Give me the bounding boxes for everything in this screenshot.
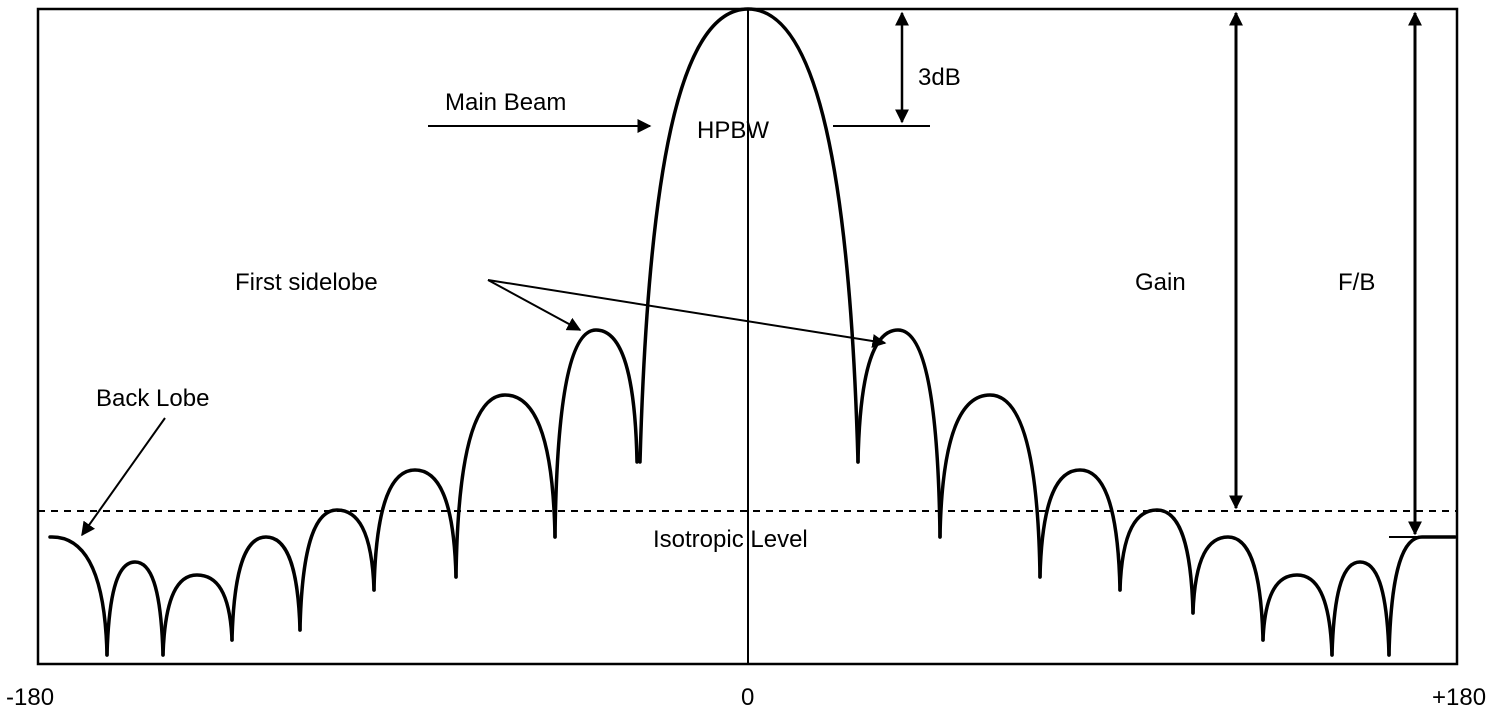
- gain-label: Gain: [1135, 269, 1186, 296]
- lobe-left-6: [298, 508, 376, 632]
- back-lobe-arrow: [81, 417, 166, 537]
- back-lobe-right-partial: [1387, 535, 1457, 657]
- lobe-right-9: [1330, 560, 1391, 657]
- lobe-left-5: [372, 468, 458, 592]
- lobe-right-6: [1118, 508, 1195, 615]
- main-beam-label: Main Beam: [445, 89, 566, 116]
- first-sidelobe-label: First sidelobe: [235, 269, 378, 296]
- first-sidelobe-arrow-right: [487, 279, 887, 348]
- hpbw-label: HPBW: [697, 117, 769, 144]
- lobe-left-9: [105, 560, 165, 657]
- lobe-right-7: [1191, 535, 1265, 642]
- first-sidelobe-left: [553, 328, 639, 539]
- fb-label: F/B: [1338, 269, 1375, 296]
- back-lobe-left-partial: [48, 535, 109, 657]
- back-lobe-label: Back Lobe: [96, 385, 209, 412]
- lobe-left-7: [230, 535, 302, 642]
- x-tick-label-center: 0: [741, 684, 754, 711]
- x-tick-label-right: +180: [1432, 684, 1486, 711]
- first-sidelobe-right: [856, 328, 942, 539]
- three-db-label: 3dB: [918, 64, 961, 91]
- lobe-right-5: [1038, 468, 1122, 592]
- main-beam: [638, 7, 860, 464]
- lobe-left-4: [454, 393, 557, 579]
- lobe-right-4: [938, 393, 1042, 579]
- isotropic-level-label: Isotropic Level: [653, 526, 808, 553]
- x-tick-label-left: -180: [6, 684, 54, 711]
- lobe-right-8: [1261, 573, 1334, 657]
- lobe-left-8: [161, 573, 234, 657]
- pattern-lobes: [48, 7, 1457, 657]
- first-sidelobe-arrow-left: [487, 279, 582, 331]
